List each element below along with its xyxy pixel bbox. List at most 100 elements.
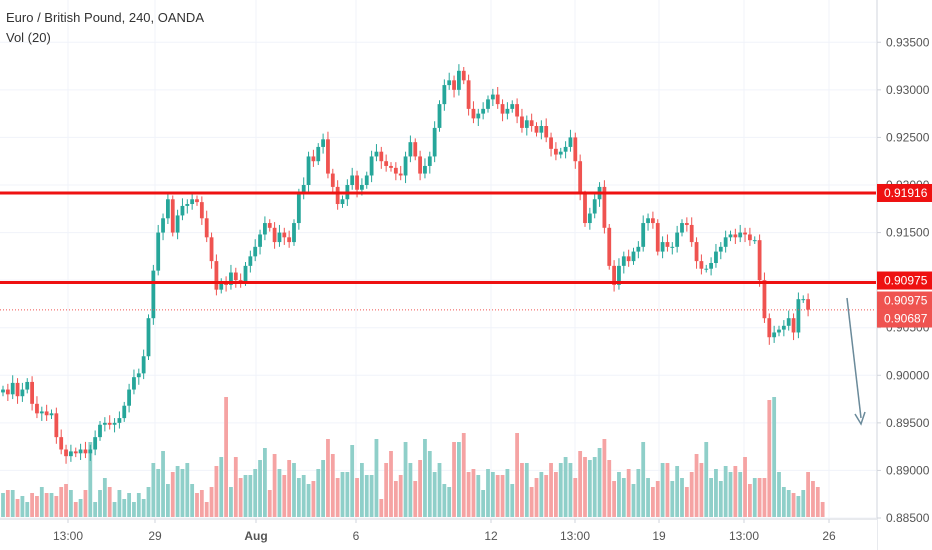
candle-body	[141, 356, 146, 374]
volume-bar	[680, 478, 684, 517]
volume-bar	[136, 493, 141, 517]
volume-bar	[219, 457, 224, 517]
volume-bar	[393, 481, 398, 517]
volume-bar	[534, 478, 539, 517]
candle-body	[476, 113, 481, 119]
volume-bar	[563, 457, 568, 517]
price-label-b: 0.90687	[884, 312, 928, 326]
volume-bar	[141, 499, 146, 517]
volume-bar	[209, 487, 214, 517]
candle-body	[515, 104, 519, 117]
volume-bar	[369, 475, 374, 517]
candle-body	[389, 165, 393, 168]
volume-bar	[495, 475, 500, 517]
volume-bar	[306, 484, 311, 517]
volume-bar	[112, 502, 117, 517]
volume-bar	[15, 499, 20, 517]
candle-body	[520, 116, 524, 128]
volume-bar	[330, 454, 335, 517]
candle-body	[505, 108, 510, 114]
volume-bar	[791, 493, 796, 517]
volume-bar	[413, 481, 418, 517]
volume-bar	[355, 478, 359, 517]
volume-bar	[335, 478, 340, 517]
volume-bar	[714, 469, 718, 517]
volume-bar	[156, 469, 161, 517]
candle-body	[1, 389, 5, 393]
volume-bar	[728, 472, 733, 517]
candle-body	[680, 223, 684, 233]
volume-bar	[423, 439, 427, 517]
candle-body	[311, 156, 316, 162]
volume-bar	[718, 481, 723, 517]
candle-body	[714, 251, 718, 264]
candle-body	[335, 186, 340, 205]
time-axis	[0, 518, 877, 550]
candle-body	[617, 265, 621, 285]
volume-bar	[762, 478, 767, 517]
candle-body	[738, 232, 743, 238]
candle-body	[432, 127, 437, 157]
candle-body	[486, 99, 490, 109]
candle-body	[796, 299, 801, 333]
volume-bar	[510, 484, 515, 517]
candle-body	[699, 261, 704, 269]
candle-body	[534, 126, 539, 133]
volume-bar	[10, 490, 15, 517]
candle-body	[777, 329, 781, 333]
candle-body	[175, 215, 180, 233]
candle-body	[180, 205, 185, 216]
volume-bar	[78, 499, 83, 517]
candle-body	[592, 199, 597, 214]
candle-body	[209, 237, 214, 262]
volume-bar	[272, 454, 277, 517]
candle-body	[427, 156, 432, 166]
candle-body	[743, 232, 747, 235]
volume-bar	[180, 469, 185, 517]
candle-body	[786, 318, 791, 326]
volume-bar	[54, 496, 59, 517]
volume-bar	[316, 469, 321, 517]
candle-body	[146, 318, 151, 357]
volume-bar	[350, 445, 355, 517]
volume-bar	[170, 472, 175, 517]
volume-bar	[437, 463, 442, 517]
volume-bar	[25, 502, 30, 517]
candle-body	[330, 173, 335, 187]
volume-bar	[296, 478, 301, 517]
candle-body	[360, 184, 364, 190]
candle-body	[806, 299, 810, 310]
candle-body	[733, 234, 738, 238]
candle-body	[500, 104, 505, 114]
candle-body	[655, 223, 660, 252]
candle-body	[626, 256, 631, 262]
volume-bar	[452, 442, 456, 517]
candle-body	[554, 148, 558, 155]
volume-bar	[83, 490, 88, 517]
volume-bar	[486, 469, 490, 517]
volume-bar	[117, 490, 122, 517]
volume-bar	[292, 463, 296, 517]
candle-body	[170, 199, 175, 233]
candle-body	[568, 137, 573, 147]
candle-body	[621, 256, 626, 266]
volume-bar	[122, 499, 127, 517]
candle-body	[423, 165, 427, 174]
candle-body	[563, 146, 568, 152]
volume-bar	[1, 493, 5, 517]
candle-body	[379, 151, 384, 162]
volume-bar	[471, 469, 476, 517]
candle-body	[374, 151, 379, 157]
candle-body	[583, 194, 587, 224]
candle-body	[306, 156, 311, 185]
level-label-lower-bg	[877, 271, 932, 290]
volume-bar	[442, 484, 447, 517]
candle-body	[471, 108, 476, 119]
volume-bar	[597, 448, 602, 517]
candle-body	[801, 299, 806, 301]
candle-body	[544, 126, 549, 138]
candle-body	[282, 232, 287, 238]
volume-bar	[233, 457, 238, 517]
volume-bar	[689, 472, 694, 517]
